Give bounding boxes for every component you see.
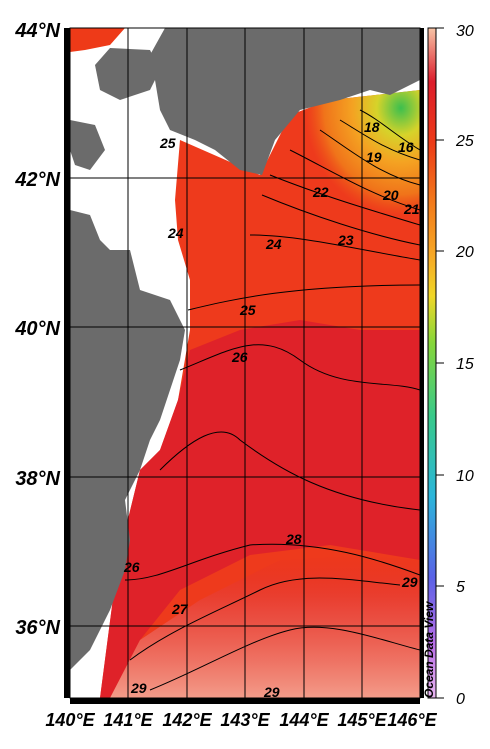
map-area (70, 28, 420, 698)
warm-core (100, 320, 420, 698)
land-peninsula (70, 120, 105, 170)
colorbar-tick-label: 25 (455, 133, 474, 150)
colorbar-tick-label: 15 (456, 356, 474, 373)
lon-label-141: 141°E (103, 710, 153, 730)
contour-label: 21 (403, 201, 420, 217)
nw-patch (70, 28, 125, 52)
contour-label: 28 (285, 531, 302, 547)
colorbar-tick-label: 0 (456, 691, 465, 708)
lon-label-146: 146°E (387, 710, 437, 730)
land-hokkaido (150, 28, 420, 175)
contour-label: 29 (130, 680, 147, 696)
contour-label: 26 (123, 559, 140, 575)
lon-label-145: 145°E (337, 710, 387, 730)
contour-label: 25 (159, 135, 176, 151)
contour-label: 22 (312, 184, 329, 200)
lat-label-44: 44°N (14, 20, 60, 42)
lon-label-143: 143°E (220, 710, 270, 730)
ocean-data-view-credit: Ocean Data View (422, 601, 436, 698)
colorbar (427, 27, 437, 699)
contour-label: 16 (398, 139, 414, 155)
lon-label-144: 144°E (279, 710, 329, 730)
lat-label-38: 38°N (15, 468, 60, 490)
contour-label: 19 (366, 149, 382, 165)
contour-label: 26 (231, 349, 248, 365)
lon-label-140: 140°E (45, 710, 95, 730)
colorbar-tick-label: 5 (456, 579, 465, 596)
colorbar-ticks (436, 27, 444, 699)
colorbar-tick-label: 10 (456, 468, 474, 485)
contour-label: 18 (364, 119, 380, 135)
colorbar-tick-label: 20 (455, 244, 474, 261)
lat-label-36: 36°N (15, 617, 60, 639)
contour-label: 24 (167, 225, 184, 241)
lon-label-142: 142°E (162, 710, 212, 730)
cold-water (260, 90, 420, 270)
contour-label: 27 (171, 601, 189, 617)
contour-label: 24 (265, 236, 282, 252)
graticule (70, 28, 420, 698)
lat-label-42: 42°N (14, 169, 60, 191)
contour-label: 25 (239, 302, 256, 318)
contour-label: 20 (382, 187, 399, 203)
contour-label: 23 (337, 232, 354, 248)
contour-label: 29 (401, 574, 418, 590)
contour-label: 29 (263, 684, 280, 700)
bottom-axis-bar (70, 698, 420, 704)
right-axis-bar (420, 28, 424, 698)
contours (124, 109, 420, 691)
left-axis-bar (64, 28, 70, 698)
colorbar-tick-label: 30 (456, 23, 474, 40)
lat-label-40: 40°N (14, 318, 60, 340)
